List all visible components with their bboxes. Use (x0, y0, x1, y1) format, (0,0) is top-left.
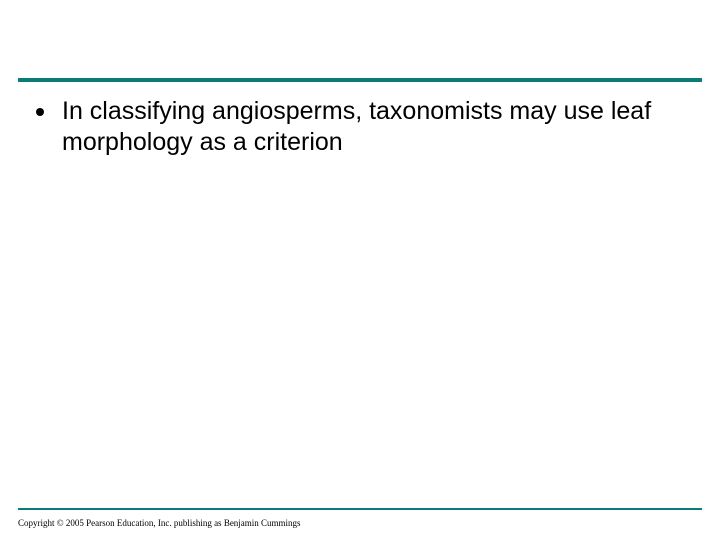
slide-body: In classifying angiosperms, taxonomists … (36, 96, 684, 159)
bullet-item: In classifying angiosperms, taxonomists … (36, 96, 684, 159)
bullet-text: In classifying angiosperms, taxonomists … (62, 96, 684, 159)
copyright-text: Copyright © 2005 Pearson Education, Inc.… (18, 518, 301, 528)
bullet-marker (36, 108, 44, 116)
bottom-divider (18, 508, 702, 510)
top-divider (18, 78, 702, 82)
